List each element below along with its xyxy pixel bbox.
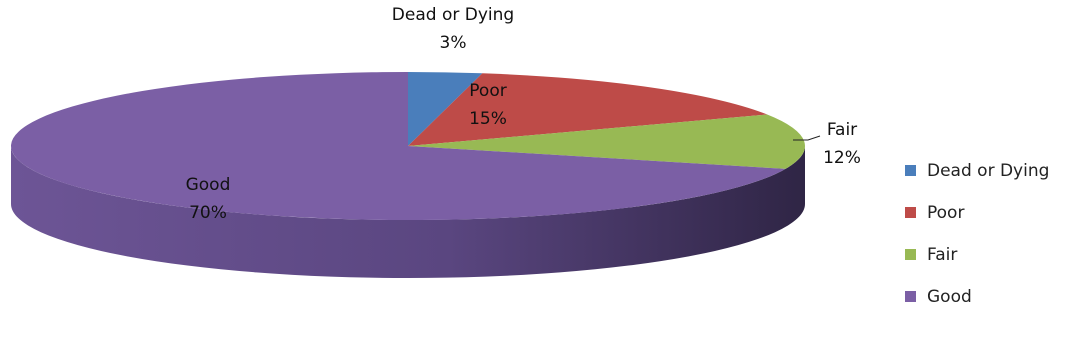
legend-label-dead-or-dying: Dead or Dying: [927, 160, 1050, 181]
legend-swatch-poor: [905, 207, 916, 218]
chart-legend: Dead or Dying Poor Fair Good: [905, 160, 1049, 328]
legend-item-poor: Poor: [905, 202, 1049, 223]
slice-label-fair: Fair: [827, 120, 857, 140]
slice-value-poor: 15%: [469, 109, 507, 129]
legend-swatch-fair: [905, 249, 916, 260]
slice-value-good: 70%: [189, 203, 227, 223]
legend-swatch-good: [905, 291, 916, 302]
legend-label-fair: Fair: [927, 244, 958, 265]
leader-line-fair: [793, 135, 821, 141]
slice-value-fair: 12%: [823, 148, 861, 168]
slice-label-poor: Poor: [469, 81, 506, 101]
legend-label-poor: Poor: [927, 202, 965, 223]
legend-item-good: Good: [905, 286, 1049, 307]
legend-swatch-dead-or-dying: [905, 165, 916, 176]
legend-label-good: Good: [927, 286, 972, 307]
slice-label-good: Good: [186, 175, 231, 195]
slice-value-dead-or-dying: 3%: [440, 33, 467, 53]
slice-label-dead-or-dying: Dead or Dying: [392, 5, 514, 25]
pie-side-good: [11, 146, 805, 278]
legend-item-dead-or-dying: Dead or Dying: [905, 160, 1049, 181]
pie-slice-poor: [408, 73, 768, 146]
legend-item-fair: Fair: [905, 244, 1049, 265]
pie-slice-fair: [408, 114, 805, 169]
pie-slice-dead-or-dying: [408, 72, 483, 146]
pie-slice-good: [11, 72, 786, 220]
